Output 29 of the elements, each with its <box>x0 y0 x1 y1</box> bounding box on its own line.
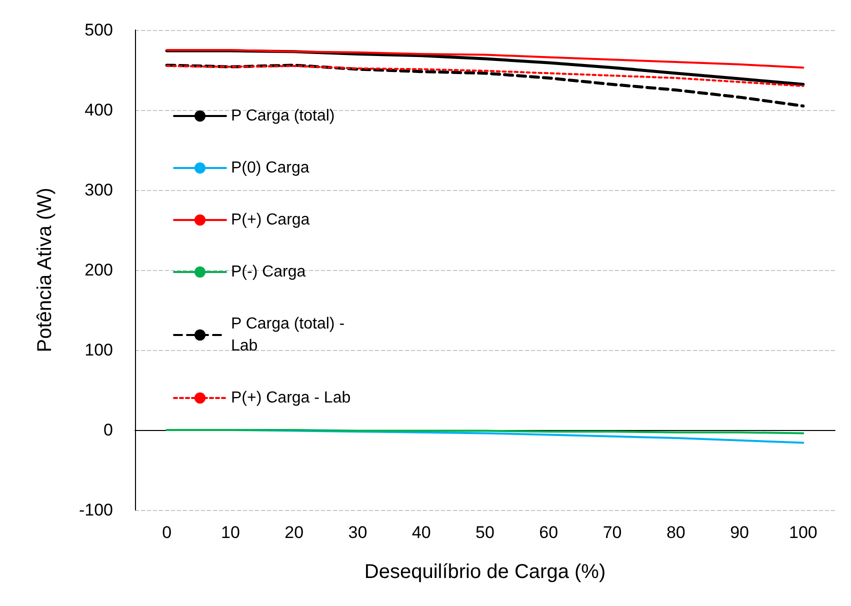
x-tick-label: 40 <box>412 523 431 542</box>
legend-label: P Carga (total) <box>231 108 335 124</box>
y-tick-label: 200 <box>84 260 113 280</box>
x-tick-label: 70 <box>602 523 622 542</box>
y-tick-label: 100 <box>84 340 113 360</box>
x-tick-label: 90 <box>730 523 750 542</box>
x-tick-label: 30 <box>348 523 368 542</box>
legend-label: P(+) Carga <box>231 212 310 228</box>
legend-label: P(-) Carga <box>231 264 306 280</box>
x-tick-label: 10 <box>220 523 240 542</box>
x-tick-label: 20 <box>284 523 304 542</box>
legend-label: P Carga (total) - Lab <box>231 316 349 354</box>
x-tick-label: 100 <box>788 523 818 542</box>
line-series <box>165 64 805 108</box>
x-tick-label: 60 <box>539 523 558 542</box>
y-tick-label: 400 <box>84 100 113 120</box>
line-series <box>166 65 804 87</box>
y-axis-title: Potência Ativa (W) <box>34 188 56 352</box>
y-tick-label: -100 <box>78 500 113 520</box>
x-tick-label: 0 <box>162 523 172 542</box>
y-tick-label: 300 <box>84 180 113 200</box>
legend-label: P(0) Carga <box>231 160 310 176</box>
x-tick-label: 80 <box>666 523 686 542</box>
line-series <box>166 49 804 69</box>
legend-label: P(+) Carga - Lab <box>231 390 351 406</box>
x-axis-title: Desequilíbrio de Carga (%) <box>364 561 606 583</box>
y-tick-label: 0 <box>104 420 113 440</box>
x-tick-label: 50 <box>476 523 494 542</box>
y-tick-label: 500 <box>84 20 113 40</box>
